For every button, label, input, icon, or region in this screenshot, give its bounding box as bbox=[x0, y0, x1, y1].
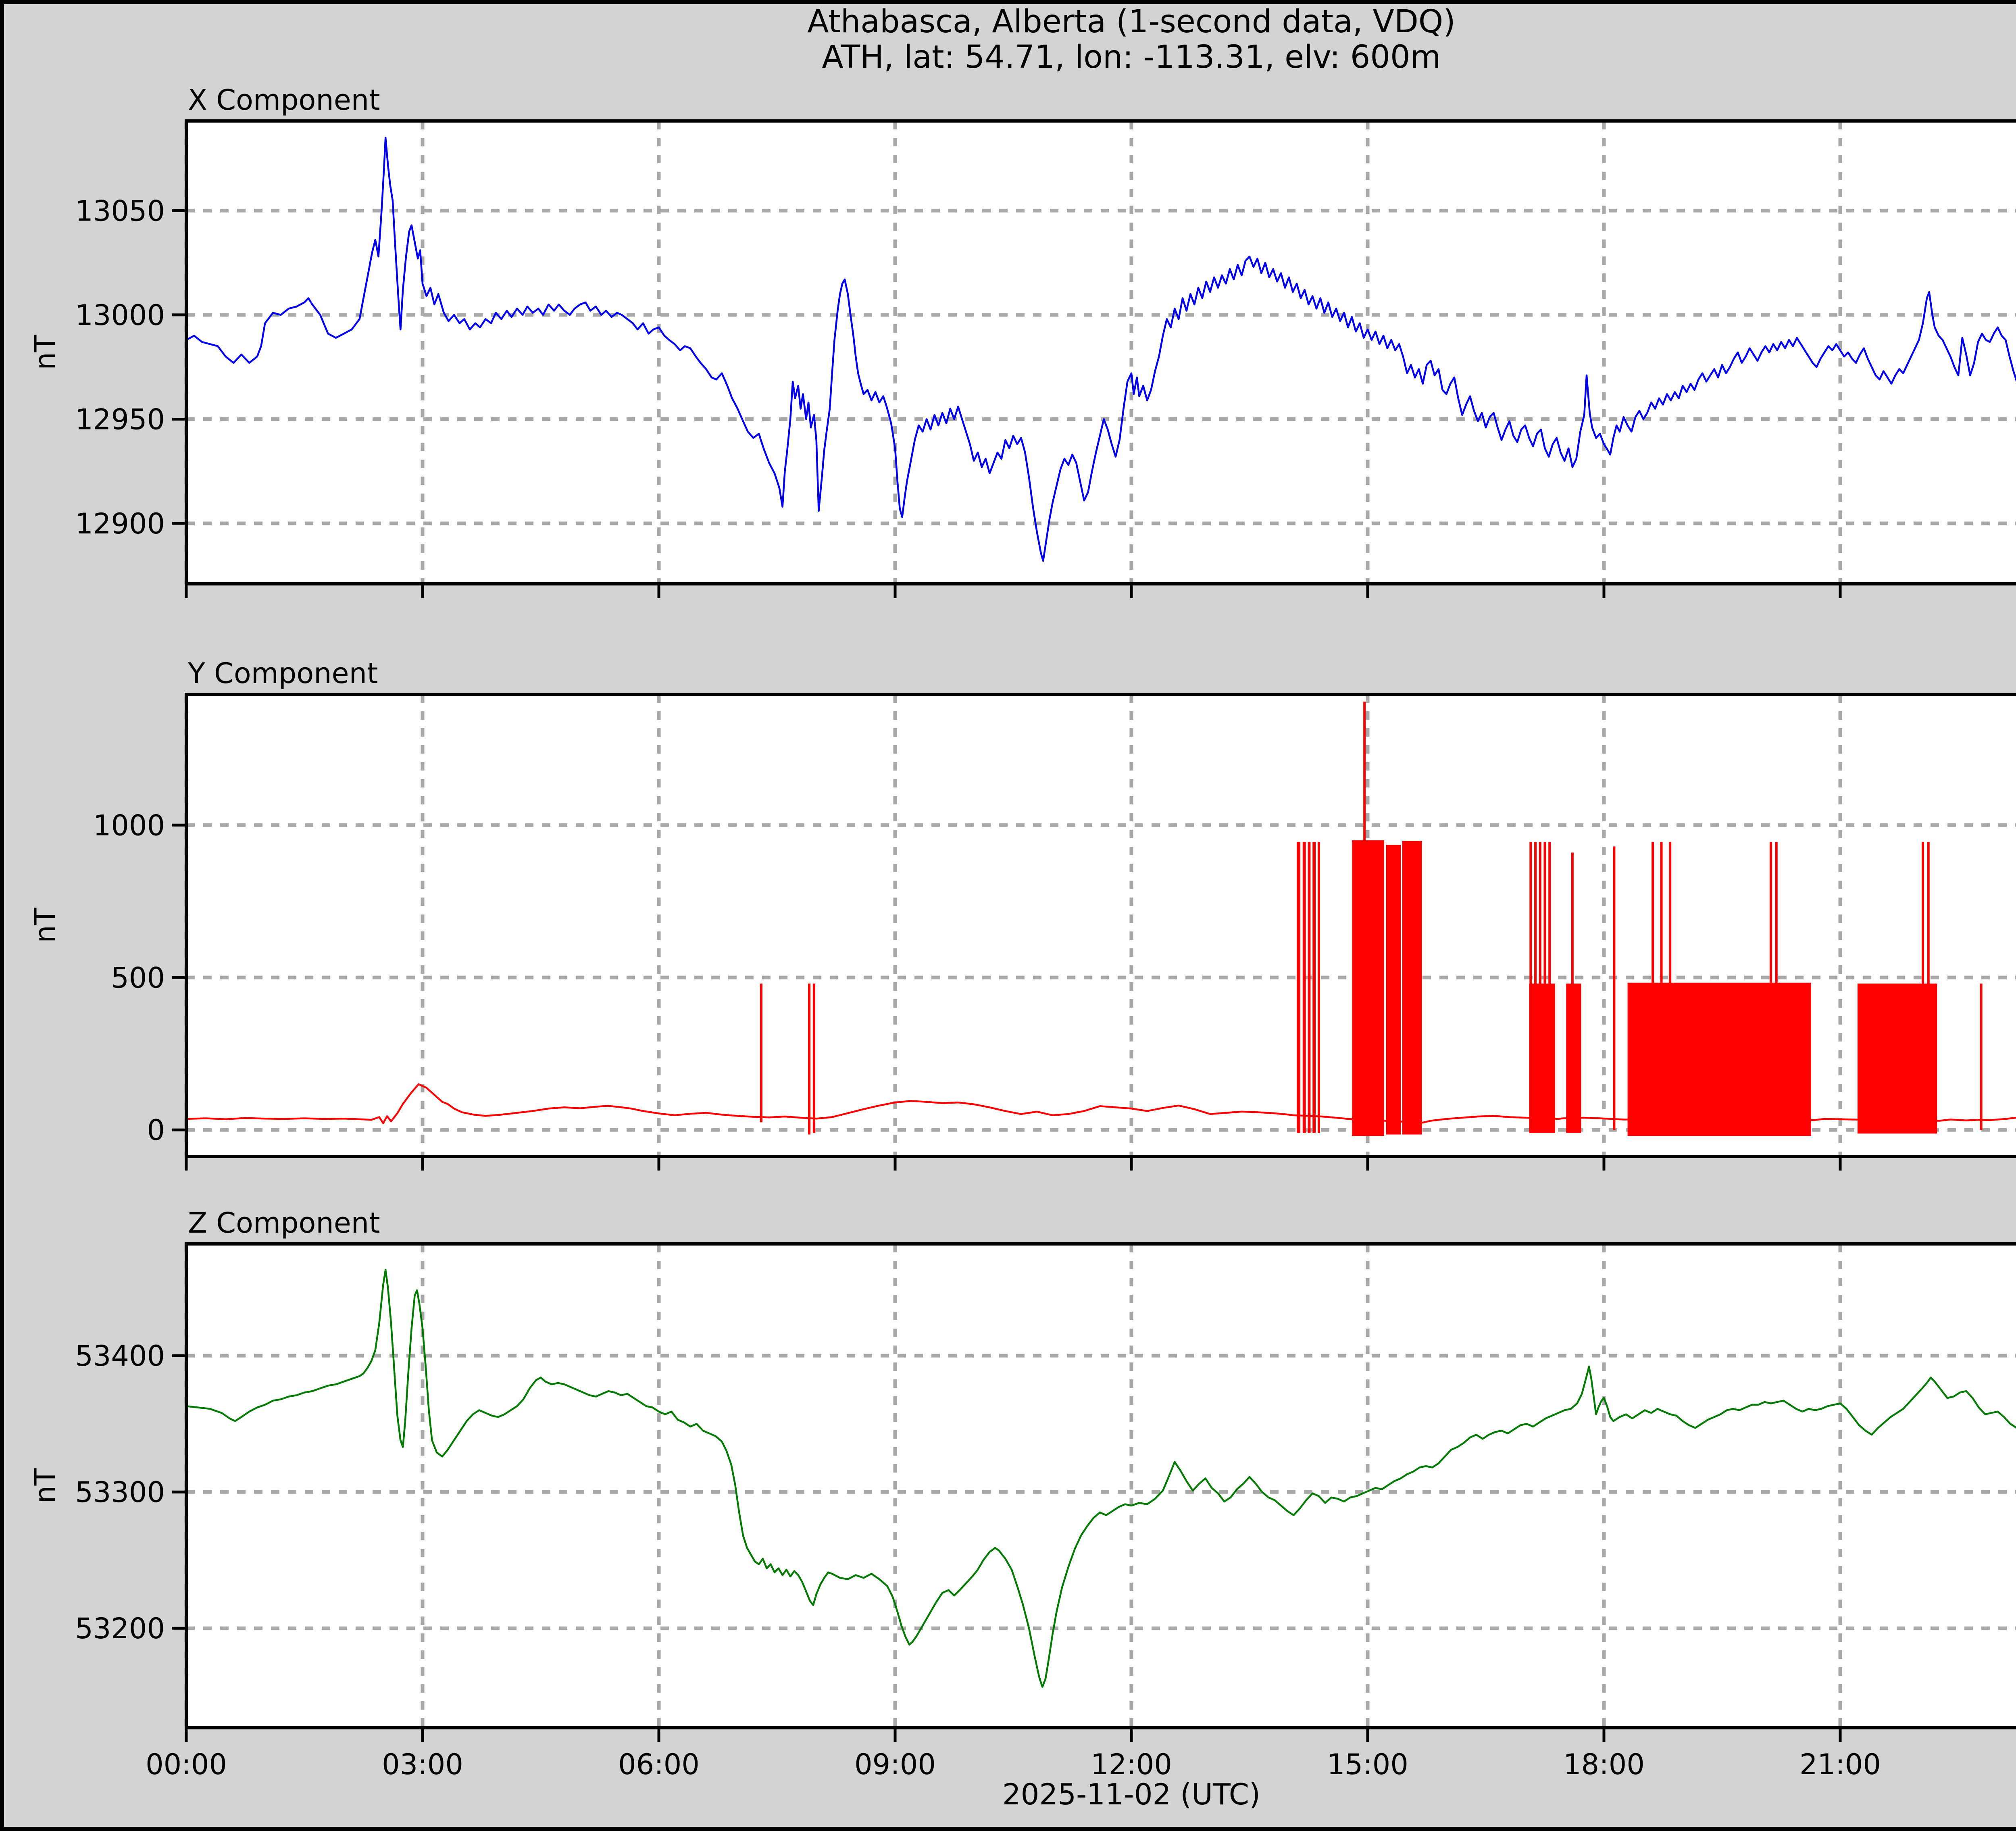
panel-z-component: 53200 53300 53400 00:00 03:00 06:00 09:00 12:00… bbox=[75, 1242, 2016, 1781]
y-tick-label: 13050 bbox=[75, 194, 165, 227]
y-tick-label: 12950 bbox=[75, 403, 165, 436]
plot-area bbox=[186, 1244, 2016, 1728]
gridlines bbox=[184, 121, 2016, 584]
x-tick-label: 03:00 bbox=[382, 1748, 463, 1781]
y-tick-label: 500 bbox=[111, 961, 165, 994]
x-tick-label: 15:00 bbox=[1327, 1748, 1408, 1781]
data-line bbox=[186, 1269, 2016, 1688]
y-tick-label: 12900 bbox=[75, 507, 165, 540]
panel-y-component: 0 500 1000 bbox=[93, 693, 2016, 1171]
x-ticks bbox=[185, 1156, 1842, 1171]
panel-title-x-component: X Component bbox=[188, 83, 380, 117]
y-tick-label: 53400 bbox=[75, 1339, 165, 1373]
spike-cluster bbox=[1529, 983, 1555, 1133]
spike-cluster bbox=[1297, 842, 1300, 1133]
spike-cluster bbox=[1352, 840, 1385, 1136]
spike-cluster bbox=[1402, 841, 1422, 1135]
z-component-series bbox=[186, 1269, 2016, 1688]
y-tick-label: 1000 bbox=[93, 809, 165, 842]
panel-title-z-component: Z Component bbox=[188, 1206, 380, 1239]
y-ticks: 53200 53300 53400 bbox=[75, 1339, 186, 1645]
x-tick-label: 18:00 bbox=[1563, 1748, 1645, 1781]
panel-x-component: 12900 12950 13000 13050 bbox=[75, 119, 2016, 598]
spike-cluster bbox=[1308, 842, 1311, 1133]
data-line bbox=[186, 137, 2016, 562]
spike-cluster bbox=[1317, 842, 1320, 1133]
y-ticks: 12900 12950 13000 13050 bbox=[75, 194, 186, 540]
spike-cluster bbox=[1302, 842, 1306, 1133]
gridlines bbox=[184, 1244, 2016, 1728]
x-tick-label: 12:00 bbox=[1091, 1748, 1172, 1781]
y-axis-label-x-panel: nT bbox=[29, 335, 62, 370]
y-ticks: 0 500 1000 bbox=[93, 809, 186, 1147]
x-axis-label-date: 2025-11-02 (UTC) bbox=[1002, 1777, 1261, 1811]
y-tick-label: 53300 bbox=[75, 1476, 165, 1509]
y-tick-label: 53200 bbox=[75, 1612, 165, 1645]
y-tick-label: 13000 bbox=[75, 299, 165, 332]
x-tick-label: 06:00 bbox=[618, 1748, 700, 1781]
spike-cluster bbox=[1857, 983, 1937, 1134]
x-ticks bbox=[185, 584, 1842, 598]
figure-title: Athabasca, Alberta (1-second data, VDQ) bbox=[807, 4, 1456, 40]
x-ticks: 00:00 03:00 06:00 09:00 12:00 15:00 18:00 21:00 bbox=[146, 1728, 1881, 1781]
x-tick-label: 09:00 bbox=[854, 1748, 936, 1781]
y-axis-label-z-panel: nT bbox=[29, 1468, 62, 1504]
panel-title-y-component: Y Component bbox=[188, 657, 378, 690]
y-component-series bbox=[186, 702, 2016, 1136]
spike-cluster bbox=[1386, 845, 1401, 1135]
figure-subtitle: ATH, lat: 54.71, lon: -113.31, elv: 600m bbox=[822, 39, 1441, 75]
x-tick-label: 00:00 bbox=[146, 1748, 227, 1781]
spike-cluster bbox=[1627, 983, 1811, 1136]
plot-area bbox=[186, 121, 2016, 584]
y-tick-label: 0 bbox=[147, 1114, 165, 1147]
x-component-series bbox=[186, 137, 2016, 562]
x-tick-label: 21:00 bbox=[1799, 1748, 1881, 1781]
spike-cluster bbox=[1312, 842, 1316, 1133]
y-axis-label-y-panel: nT bbox=[29, 908, 62, 943]
